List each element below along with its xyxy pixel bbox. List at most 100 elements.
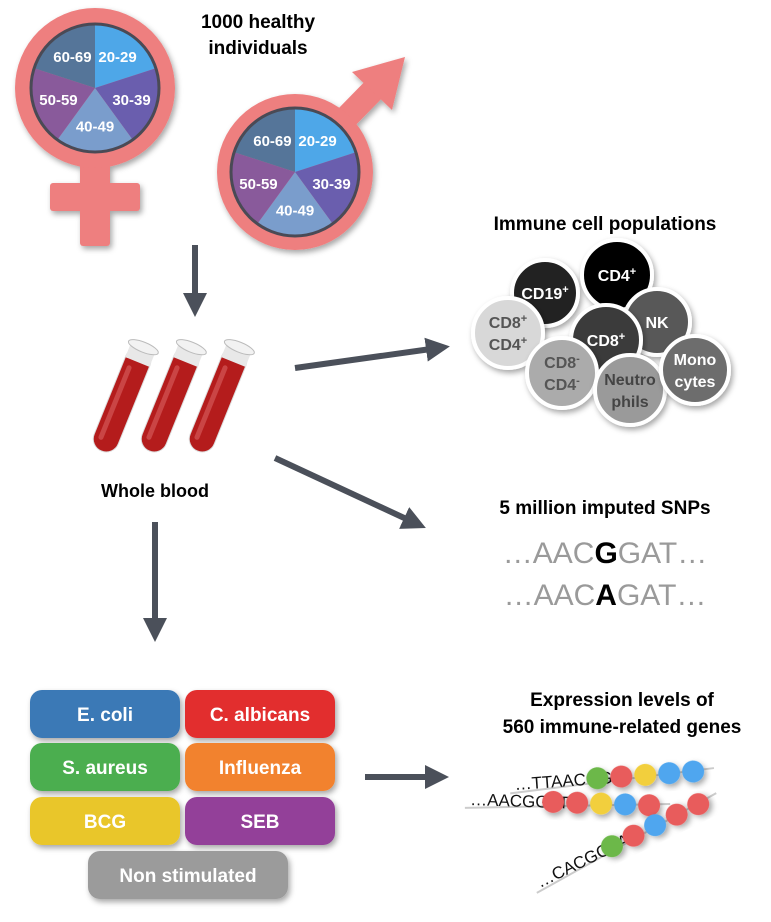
cell-label-sign: + [619,331,625,343]
age-label: 40-49 [76,118,114,135]
age-label: 30-39 [112,92,150,109]
snp-allele: G [594,537,617,570]
gene-sequence: …TTAACGG [510,760,715,795]
stimulus-label: Influenza [219,758,302,779]
cell-cd4: CD4+ [580,238,654,312]
snp-sequence: …AACGGAT… [503,537,707,570]
expression-bead [665,803,688,826]
cell-label: CD8 [489,315,521,332]
age-slice-30-39 [95,68,159,140]
cell-label: CD4 [489,337,521,354]
cells-title: Immune cell populations [494,214,717,235]
svg-text:NK: NK [645,315,669,332]
cell-label: phils [611,394,648,411]
cell-label-sign: + [521,335,527,347]
age-slice-50-59 [231,152,295,224]
cell-label-sign: + [630,266,636,278]
male-age-pie: 20-29 30-39 40-49 50-59 60-69 [229,106,361,238]
expression-bead [644,814,667,837]
blood-tube-2 [140,339,207,453]
age-slice-60-69 [234,108,295,172]
stimulus-buttons: E. coli C. albicans S. aureus Influenza BCG S… [30,690,335,899]
cell-monocytes: Mono cytes [659,334,731,406]
cell-label-sign: + [562,284,568,296]
stimulus-label: Non stimulated [119,866,256,887]
stimulus-label: BCG [84,812,126,833]
stimulus-label: SEB [240,812,279,833]
svg-text:Mono: Mono [674,352,717,369]
svg-text:CD8+: CD8+ [489,313,527,332]
cohort-title-line1: 1000 healthy [201,12,315,33]
age-label: 50-59 [39,92,77,109]
cell-label-sign: - [576,375,580,387]
snp-allele: A [595,579,617,612]
age-slice-20-29 [295,108,356,172]
cell-neutrophils: Neutro phils [593,353,667,427]
stimulus-label: E. coli [77,705,133,726]
expression-bead [638,794,661,817]
cell-label: CD4 [544,377,576,394]
expression-bead [614,793,637,816]
svg-text:CD19+: CD19+ [521,284,568,303]
svg-text:CD8-: CD8- [544,353,580,372]
svg-text:cytes: cytes [675,374,716,391]
expression-title-line2: 560 immune-related genes [503,717,742,738]
gene-sequence: …AACGGAT [464,790,671,817]
cell-label: NK [645,315,669,332]
snp-sequence: …AACAGAT… [504,579,707,612]
cell-label: CD8 [544,355,576,372]
svg-text:phils: phils [611,394,648,411]
age-label: 20-29 [298,133,336,150]
cell-label: cytes [675,374,716,391]
stimulus-s-aureus: S. aureus [30,743,180,791]
blood-tube-1 [92,339,159,453]
cell-cd8cd4: CD8+CD4+ [471,296,545,370]
cell-label: Neutro [604,372,656,389]
svg-text:Neutro: Neutro [604,372,656,389]
blood-tubes-icon [92,339,255,453]
cell-label-sign: + [521,313,527,325]
stimulus-bcg: BCG [30,797,180,845]
age-label: 60-69 [253,133,291,150]
female-age-pie: 20-29 30-39 40-49 50-59 60-69 [29,22,161,154]
svg-text:CD4-: CD4- [544,375,580,394]
snp-sequences: …AACGGAT… …AACAGAT… [503,537,707,612]
age-slice-30-39 [295,152,359,224]
expression-bead [610,765,633,788]
stimulus-c-albicans: C. albicans [185,690,335,738]
age-label: 20-29 [98,49,136,66]
svg-text:CD8+: CD8+ [587,331,625,350]
age-slice-20-29 [95,24,156,88]
expression-bead [600,835,623,858]
stimulus-label: S. aureus [62,758,148,779]
expression-bead [687,793,710,816]
age-slice-40-49 [257,172,333,236]
stimulus-non-stimulated: Non stimulated [88,851,288,899]
expression-bead [634,763,657,786]
arrow-to-cells [294,337,450,371]
age-label: 50-59 [239,176,277,193]
stimulus-influenza: Influenza [185,743,335,791]
age-label: 30-39 [312,176,350,193]
age-slice-40-49 [57,88,133,152]
arrow-to-snps [273,455,426,529]
expression-bead [590,792,613,815]
expression-bead [682,760,705,783]
cell-label: CD8 [587,333,619,350]
cell-label: CD19 [521,286,562,303]
cell-label: Mono [674,352,717,369]
expression-bead [586,767,609,790]
cell-cd8cd4: CD8-CD4- [525,336,599,410]
age-label: 60-69 [53,49,91,66]
cell-label: CD4 [598,268,630,285]
blood-tube-3 [188,339,255,453]
age-slice-50-59 [30,68,95,140]
stimulus-e-coli: E. coli [30,690,180,738]
gene-sequences: …TTAACGG…AACGGAT…CACGCAA [464,760,717,894]
whole-blood-label: Whole blood [101,481,209,501]
cohort-title-line2: individuals [208,38,307,59]
stimulus-label: C. albicans [210,705,310,726]
expression-title-line1: Expression levels of [530,690,714,711]
